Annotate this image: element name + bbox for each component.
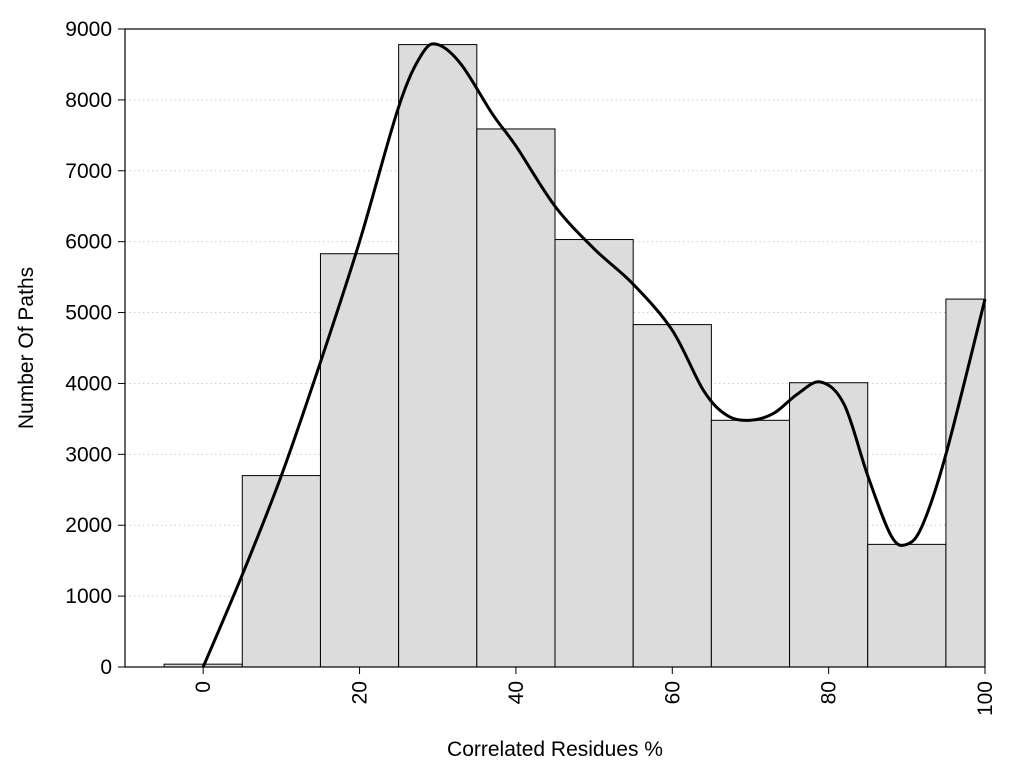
y-tick-label: 4000 bbox=[65, 372, 112, 395]
x-tick-label: 20 bbox=[349, 681, 372, 704]
trend-curve bbox=[201, 42, 987, 668]
bars bbox=[163, 44, 986, 668]
histogram-bar bbox=[398, 44, 478, 668]
x-tick-label: 0 bbox=[192, 681, 215, 693]
y-axis-ticks: 0 1000 2000 3000 4000 5000 6000 7000 8000 9000 bbox=[65, 18, 125, 679]
histogram-bar bbox=[632, 324, 712, 668]
x-axis-ticks: 0 20 40 60 80 100 bbox=[192, 667, 997, 716]
plot-frame bbox=[124, 28, 986, 668]
histogram-bar bbox=[945, 298, 986, 668]
histogram-bar bbox=[867, 543, 947, 668]
histogram-bar bbox=[710, 419, 791, 668]
histogram-bar bbox=[476, 128, 556, 668]
y-tick-label: 1000 bbox=[65, 585, 112, 608]
y-tick-label: 8000 bbox=[65, 89, 112, 112]
y-tick-label: 6000 bbox=[65, 231, 112, 254]
trend-curve-group bbox=[201, 42, 987, 668]
x-axis-title: Correlated Residues % bbox=[447, 738, 663, 761]
y-tick-label: 3000 bbox=[65, 443, 112, 466]
histogram-bar bbox=[789, 382, 869, 668]
x-tick-label: 60 bbox=[661, 681, 684, 704]
y-tick-label: 7000 bbox=[65, 160, 112, 183]
y-tick-label: 2000 bbox=[65, 514, 112, 537]
histogram-bar bbox=[241, 475, 321, 668]
x-tick-label: 100 bbox=[974, 681, 997, 716]
histogram-bar bbox=[554, 239, 634, 668]
histogram-bar bbox=[319, 253, 400, 668]
y-axis-title: Number Of Paths bbox=[15, 267, 38, 429]
y-tick-label: 9000 bbox=[65, 18, 112, 41]
x-tick-label: 80 bbox=[818, 681, 841, 704]
x-tick-label: 40 bbox=[505, 681, 528, 704]
y-tick-label: 5000 bbox=[65, 302, 112, 325]
y-tick-label: 0 bbox=[100, 656, 112, 679]
